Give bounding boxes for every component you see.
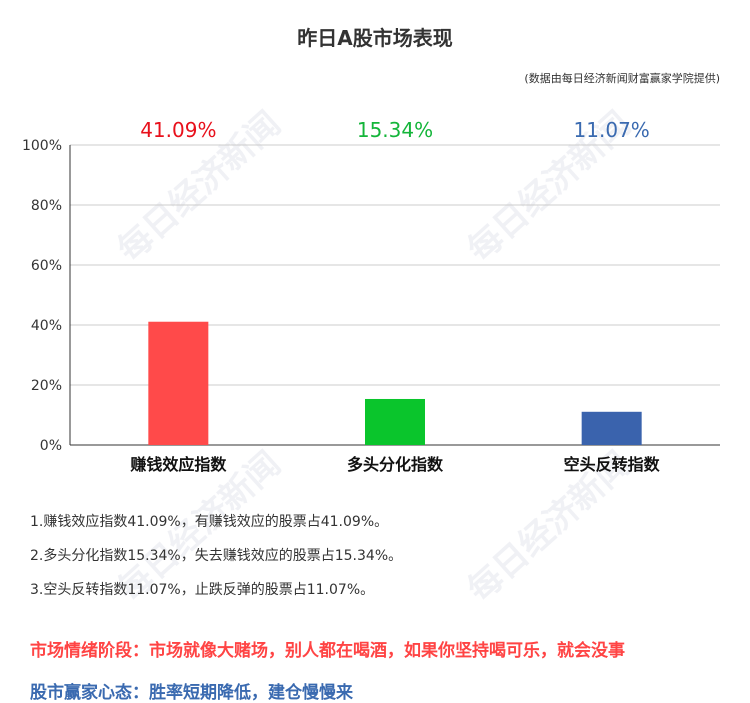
y-tick-label: 40% xyxy=(31,318,62,334)
value-label: 41.09% xyxy=(140,118,216,142)
value-label: 15.34% xyxy=(357,118,433,142)
y-tick-label: 20% xyxy=(31,378,62,394)
y-tick-label: 60% xyxy=(31,258,62,274)
y-tick-label: 80% xyxy=(31,198,62,214)
bar-chart: 0% 20% 40% 60% 80% 100% 赚钱效应指数 41.09% 多头分化指数 15.3… xyxy=(22,118,720,474)
market-mood-text: 市场情绪阶段：市场就像大赌场，别人都在喝酒，如果你坚持喝可乐，就会没事 xyxy=(30,641,625,661)
note-item: 1.赚钱效应指数41.09%，有赚钱效应的股票占41.09%。 xyxy=(30,514,389,530)
data-source-note: (数据由每日经济新闻财富赢家学院提供) xyxy=(524,72,720,85)
chart-title: 昨日A股市场表现 xyxy=(297,26,453,50)
y-tick-label: 100% xyxy=(22,138,62,154)
x-tick-label: 空头反转指数 xyxy=(564,455,661,474)
value-label: 11.07% xyxy=(574,118,650,142)
x-tick-label: 多头分化指数 xyxy=(347,455,444,474)
bar xyxy=(365,398,425,445)
notes-list: 1.赚钱效应指数41.09%，有赚钱效应的股票占41.09%。 2.多头分化指数… xyxy=(30,512,730,614)
bar xyxy=(581,411,642,445)
investor-mentality-text: 股市赢家心态：胜率短期降低，建仓慢慢来 xyxy=(30,683,353,703)
bar xyxy=(148,321,209,445)
note-item: 2.多头分化指数15.34%，失去赚钱效应的股票占15.34%。 xyxy=(30,548,403,564)
x-tick-label: 赚钱效应指数 xyxy=(129,455,227,474)
y-tick-label: 0% xyxy=(40,438,62,454)
note-item: 3.空头反转指数11.07%，止跌反弹的股票占11.07%。 xyxy=(30,582,375,598)
